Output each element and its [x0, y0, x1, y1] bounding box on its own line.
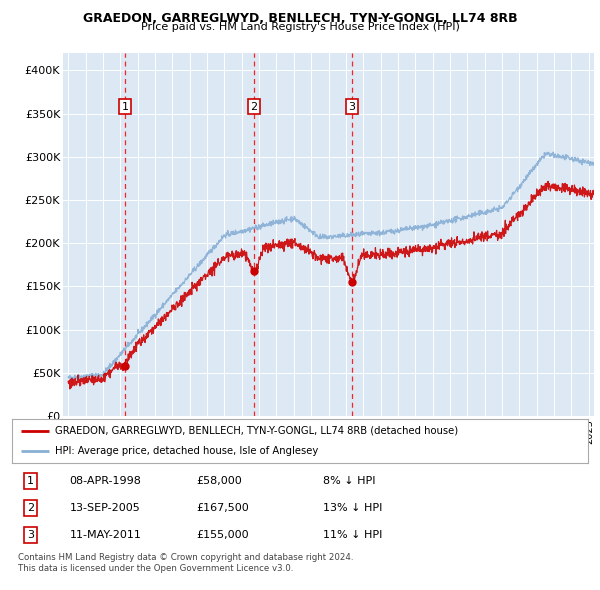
Text: 3: 3 — [349, 101, 356, 112]
Text: HPI: Average price, detached house, Isle of Anglesey: HPI: Average price, detached house, Isle… — [55, 446, 319, 456]
Text: Price paid vs. HM Land Registry's House Price Index (HPI): Price paid vs. HM Land Registry's House … — [140, 22, 460, 32]
Text: 11% ↓ HPI: 11% ↓ HPI — [323, 530, 382, 540]
Text: 8% ↓ HPI: 8% ↓ HPI — [323, 476, 376, 486]
Text: 13% ↓ HPI: 13% ↓ HPI — [323, 503, 382, 513]
Text: Contains HM Land Registry data © Crown copyright and database right 2024.
This d: Contains HM Land Registry data © Crown c… — [18, 553, 353, 573]
Text: £167,500: £167,500 — [196, 503, 249, 513]
Text: GRAEDON, GARREGLWYD, BENLLECH, TYN-Y-GONGL, LL74 8RB: GRAEDON, GARREGLWYD, BENLLECH, TYN-Y-GON… — [83, 12, 517, 25]
Text: 1: 1 — [27, 476, 34, 486]
Text: £155,000: £155,000 — [196, 530, 249, 540]
Text: GRAEDON, GARREGLWYD, BENLLECH, TYN-Y-GONGL, LL74 8RB (detached house): GRAEDON, GARREGLWYD, BENLLECH, TYN-Y-GON… — [55, 426, 458, 436]
Text: 3: 3 — [27, 530, 34, 540]
Text: 2: 2 — [27, 503, 34, 513]
Text: 08-APR-1998: 08-APR-1998 — [70, 476, 142, 486]
Text: 11-MAY-2011: 11-MAY-2011 — [70, 530, 142, 540]
Text: 1: 1 — [121, 101, 128, 112]
Text: 2: 2 — [250, 101, 257, 112]
Text: 13-SEP-2005: 13-SEP-2005 — [70, 503, 140, 513]
Text: £58,000: £58,000 — [196, 476, 242, 486]
